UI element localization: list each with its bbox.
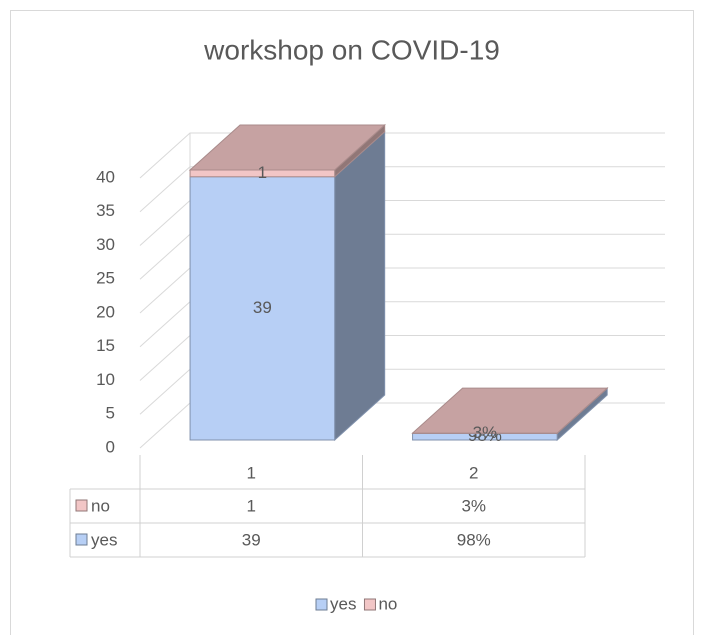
y-tick-label: 0 [106, 437, 115, 456]
table-key [75, 499, 88, 512]
legend-key [363, 598, 376, 611]
table-cell: 98% [457, 530, 491, 549]
y-tick-label: 30 [96, 235, 115, 254]
data-label: 1 [258, 163, 267, 182]
legend-label: yes [330, 594, 356, 613]
data-label: 3% [473, 423, 498, 442]
legend-key [315, 598, 328, 611]
x-tick-label: 2 [469, 463, 478, 482]
y-tick-label: 40 [96, 167, 115, 186]
table-cell: 1 [247, 496, 256, 515]
bar-top [411, 387, 609, 434]
chart-title: workshop on COVID-19 [203, 34, 500, 65]
y-tick-label: 15 [96, 336, 115, 355]
y-tick-label: 35 [96, 201, 115, 220]
y-tick-label: 5 [106, 404, 115, 423]
table-cell: 39 [242, 530, 261, 549]
bar-top [188, 124, 386, 171]
x-tick-label: 1 [247, 463, 256, 482]
table-series-name: no [91, 496, 110, 515]
bar-side [334, 130, 386, 442]
table-cell: 3% [461, 496, 486, 515]
legend-label: no [378, 594, 397, 613]
data-label: 39 [253, 298, 272, 317]
y-tick-label: 25 [96, 269, 115, 288]
y-tick-label: 20 [96, 302, 115, 321]
table-key [75, 533, 88, 546]
y-tick-label: 10 [96, 370, 115, 389]
table-series-name: yes [91, 530, 117, 549]
bar [189, 176, 336, 441]
